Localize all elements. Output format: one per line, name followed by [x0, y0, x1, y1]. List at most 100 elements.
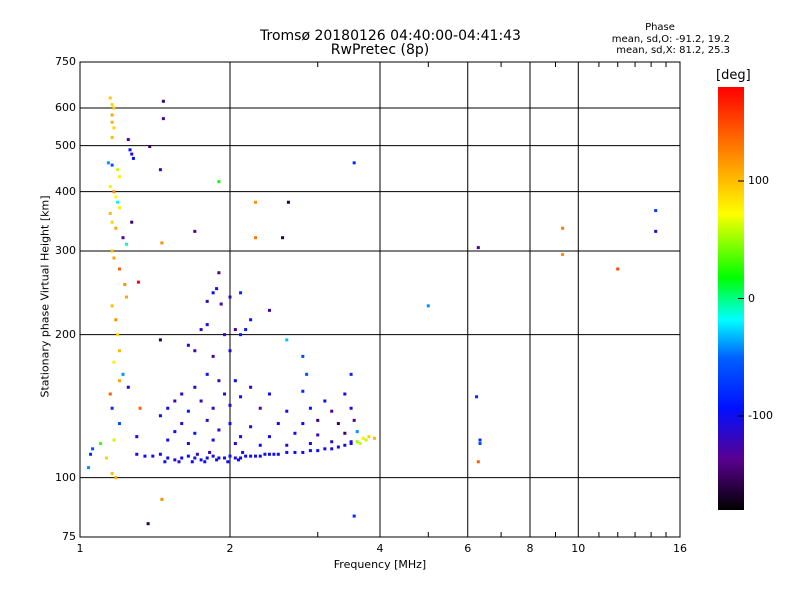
data-point: [116, 168, 120, 172]
data-point: [228, 349, 232, 353]
data-point: [276, 452, 280, 456]
data-point: [121, 372, 125, 376]
data-point: [112, 126, 116, 130]
data-point: [475, 395, 479, 399]
data-point: [336, 445, 340, 449]
y-axis-label: Stationary phase Virtual Height [km]: [38, 195, 52, 398]
data-point: [173, 430, 177, 434]
data-point: [654, 229, 658, 233]
x-tick-label: 2: [226, 542, 234, 555]
y-tick-label: 500: [55, 138, 76, 152]
data-point: [205, 372, 209, 376]
data-point: [117, 206, 121, 210]
phase-box-title: Phase: [645, 22, 675, 33]
data-point: [158, 414, 162, 418]
data-point: [173, 458, 177, 462]
data-point: [316, 418, 320, 422]
data-point: [89, 452, 93, 456]
y-tick-label: 100: [55, 470, 76, 484]
data-point: [330, 440, 334, 444]
data-point: [110, 220, 114, 224]
data-point: [108, 211, 112, 215]
data-point: [211, 354, 215, 358]
y-tick-label: 600: [55, 101, 76, 115]
data-point: [110, 163, 114, 167]
data-point: [148, 144, 152, 148]
data-point: [253, 200, 257, 204]
data-point: [217, 428, 221, 432]
data-point: [112, 190, 116, 194]
colorbar-tick-label: 100: [748, 174, 769, 187]
data-point: [330, 447, 334, 451]
data-point: [205, 299, 209, 303]
data-point: [316, 433, 320, 437]
data-point: [217, 456, 221, 460]
data-point: [199, 458, 203, 462]
data-point: [267, 435, 271, 439]
phase-box-line2: mean, sd,X: 81.2, 25.3: [616, 45, 730, 56]
data-point: [128, 148, 132, 152]
chart-subtitle: RwPretec (8p): [330, 42, 430, 58]
data-point: [228, 403, 232, 407]
data-point: [233, 456, 237, 460]
data-point: [117, 379, 121, 383]
data-point: [211, 406, 215, 410]
data-point: [285, 409, 289, 413]
data-point: [186, 454, 190, 458]
data-point: [223, 392, 227, 396]
data-point: [114, 195, 118, 199]
data-point: [121, 236, 125, 240]
data-point: [112, 360, 116, 364]
data-point: [110, 304, 114, 308]
data-point: [215, 458, 219, 462]
data-point: [205, 418, 209, 422]
data-point: [190, 460, 194, 464]
data-point: [249, 425, 253, 429]
data-point: [125, 242, 129, 246]
x-tick-label: 10: [571, 542, 586, 555]
data-point: [116, 333, 120, 337]
data-point: [126, 138, 130, 142]
data-point: [285, 450, 289, 454]
data-point: [308, 406, 312, 410]
data-point: [112, 256, 116, 260]
colorbar-tick-label: 0: [748, 291, 755, 305]
data-point: [478, 438, 482, 442]
data-point: [343, 431, 347, 435]
data-point: [654, 209, 658, 213]
data-point: [330, 409, 334, 413]
data-point: [135, 435, 139, 439]
data-point: [233, 328, 237, 332]
y-tick-label: 750: [55, 55, 76, 68]
data-points: [86, 96, 658, 526]
data-point: [308, 449, 312, 453]
data-point: [108, 185, 112, 189]
data-point: [123, 283, 127, 287]
data-point: [143, 454, 147, 458]
data-point: [110, 472, 114, 476]
data-point: [104, 456, 108, 460]
phase-box-line1: mean, sd,O: -91.2, 19.2: [611, 34, 730, 45]
data-point: [352, 161, 356, 165]
data-point: [267, 452, 271, 456]
data-point: [193, 349, 197, 353]
y-tick-label: 400: [55, 184, 76, 198]
data-point: [151, 454, 155, 458]
data-point: [173, 399, 177, 403]
data-point: [177, 460, 181, 464]
data-point: [219, 302, 223, 306]
data-point: [215, 287, 219, 291]
data-point: [117, 349, 121, 353]
data-point: [286, 200, 290, 204]
data-point: [373, 436, 377, 440]
data-point: [146, 522, 150, 526]
data-point: [426, 304, 430, 308]
data-point: [110, 406, 114, 410]
colorbar-tick-label: -100: [748, 409, 773, 422]
x-axis-label: Frequency [MHz]: [333, 558, 427, 571]
data-point: [336, 422, 340, 426]
data-point: [239, 435, 243, 439]
data-point: [130, 220, 134, 224]
data-point: [195, 452, 199, 456]
